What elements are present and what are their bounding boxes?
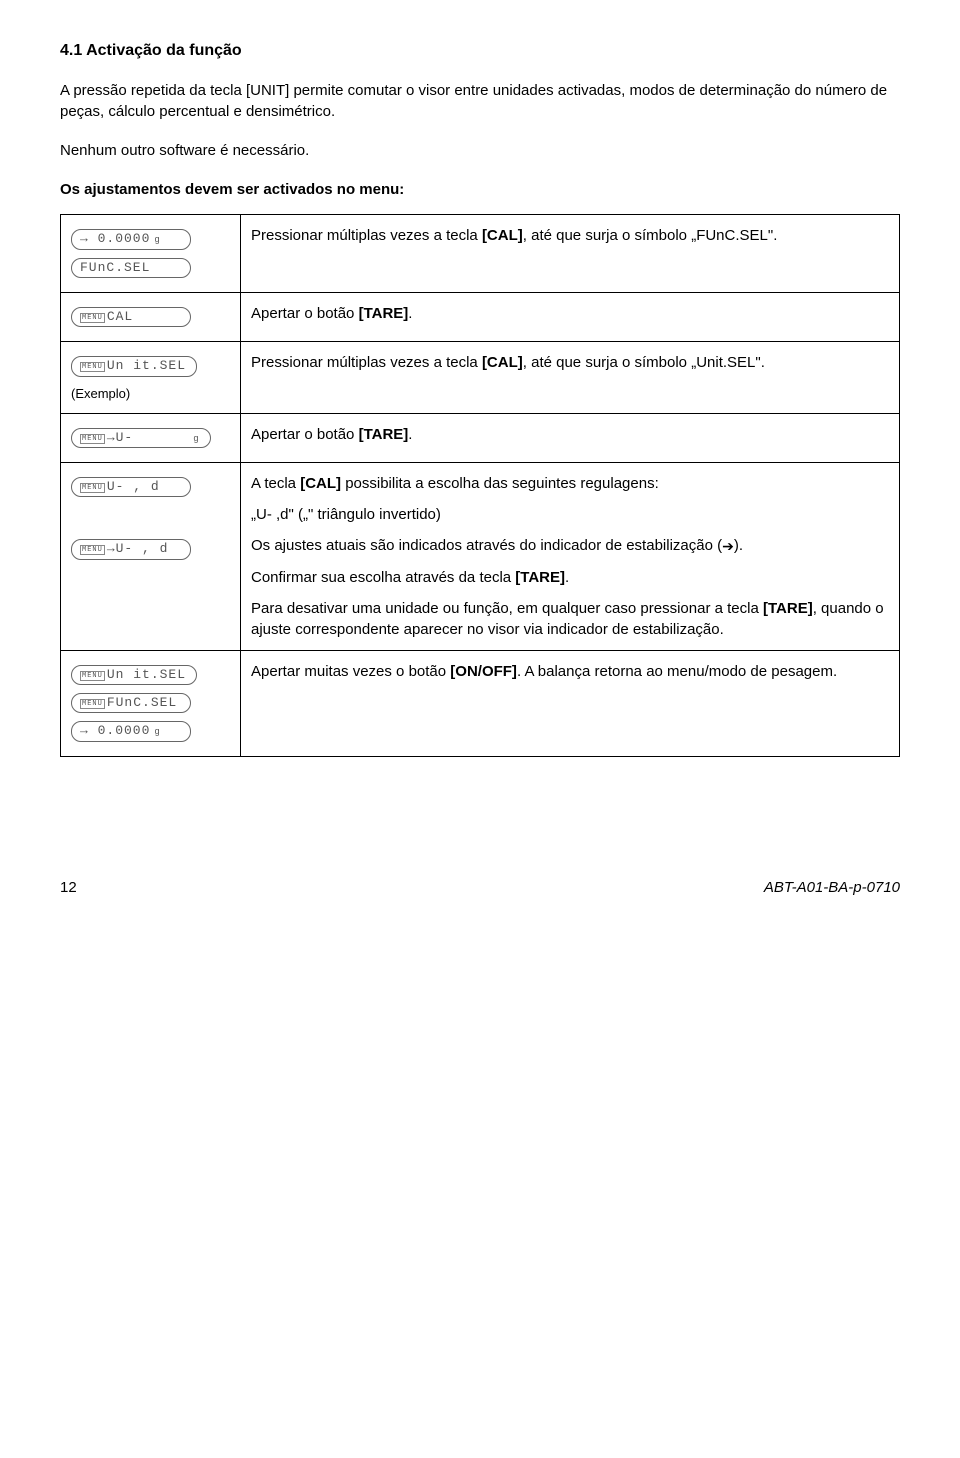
lcd-cell: MENUCAL xyxy=(61,292,241,341)
table-row: MENUUn it.SEL MENUFUnC.SEL → 0.0000g Ape… xyxy=(61,650,900,756)
subheading: Os ajustamentos devem ser activados no m… xyxy=(60,179,900,200)
lcd-cell: MENUUn it.SEL (Exemplo) xyxy=(61,342,241,413)
instruction-text: Apertar o botão [TARE]. xyxy=(241,413,900,462)
lcd-display: → 0.0000g xyxy=(71,721,191,741)
lcd-display: MENUU- , d xyxy=(71,477,191,497)
page-number: 12 xyxy=(60,877,77,898)
lcd-display: MENU→U-g xyxy=(71,428,211,448)
intro-paragraph-1: A pressão repetida da tecla [UNIT] permi… xyxy=(60,80,900,122)
instruction-text: Pressionar múltiplas vezes a tecla [CAL]… xyxy=(241,342,900,413)
page-footer: 12 ABT-A01-BA-p-0710 xyxy=(60,877,900,898)
lcd-cell: MENU→U-g xyxy=(61,413,241,462)
lcd-caption: (Exemplo) xyxy=(71,385,230,403)
intro-paragraph-2: Nenhum outro software é necessário. xyxy=(60,140,900,161)
table-row: → 0.0000g FUnC.SEL Pressionar múltiplas … xyxy=(61,215,900,293)
arrow-right-icon: ➔ xyxy=(722,537,734,557)
lcd-display: MENU→U- , d xyxy=(71,539,191,559)
lcd-display: MENUCAL xyxy=(71,307,191,327)
instruction-text: A tecla [CAL] possibilita a escolha das … xyxy=(241,463,900,651)
lcd-display: MENUUn it.SEL xyxy=(71,665,197,685)
table-row: MENUU- , d MENU→U- , d A tecla [CAL] pos… xyxy=(61,463,900,651)
lcd-cell: → 0.0000g FUnC.SEL xyxy=(61,215,241,293)
table-row: MENU→U-g Apertar o botão [TARE]. xyxy=(61,413,900,462)
lcd-display: MENUUn it.SEL xyxy=(71,356,197,376)
doc-id: ABT-A01-BA-p-0710 xyxy=(764,877,900,898)
instruction-table: → 0.0000g FUnC.SEL Pressionar múltiplas … xyxy=(60,214,900,756)
lcd-display: → 0.0000g xyxy=(71,229,191,249)
instruction-text: Apertar muitas vezes o botão [ON/OFF]. A… xyxy=(241,650,900,756)
lcd-display: MENUFUnC.SEL xyxy=(71,693,191,713)
instruction-text: Apertar o botão [TARE]. xyxy=(241,292,900,341)
table-row: MENUCAL Apertar o botão [TARE]. xyxy=(61,292,900,341)
table-row: MENUUn it.SEL (Exemplo) Pressionar múlti… xyxy=(61,342,900,413)
lcd-cell: MENUU- , d MENU→U- , d xyxy=(61,463,241,651)
lcd-display: FUnC.SEL xyxy=(71,258,191,278)
lcd-cell: MENUUn it.SEL MENUFUnC.SEL → 0.0000g xyxy=(61,650,241,756)
instruction-text: Pressionar múltiplas vezes a tecla [CAL]… xyxy=(241,215,900,293)
section-heading: 4.1 Activação da função xyxy=(60,40,900,62)
